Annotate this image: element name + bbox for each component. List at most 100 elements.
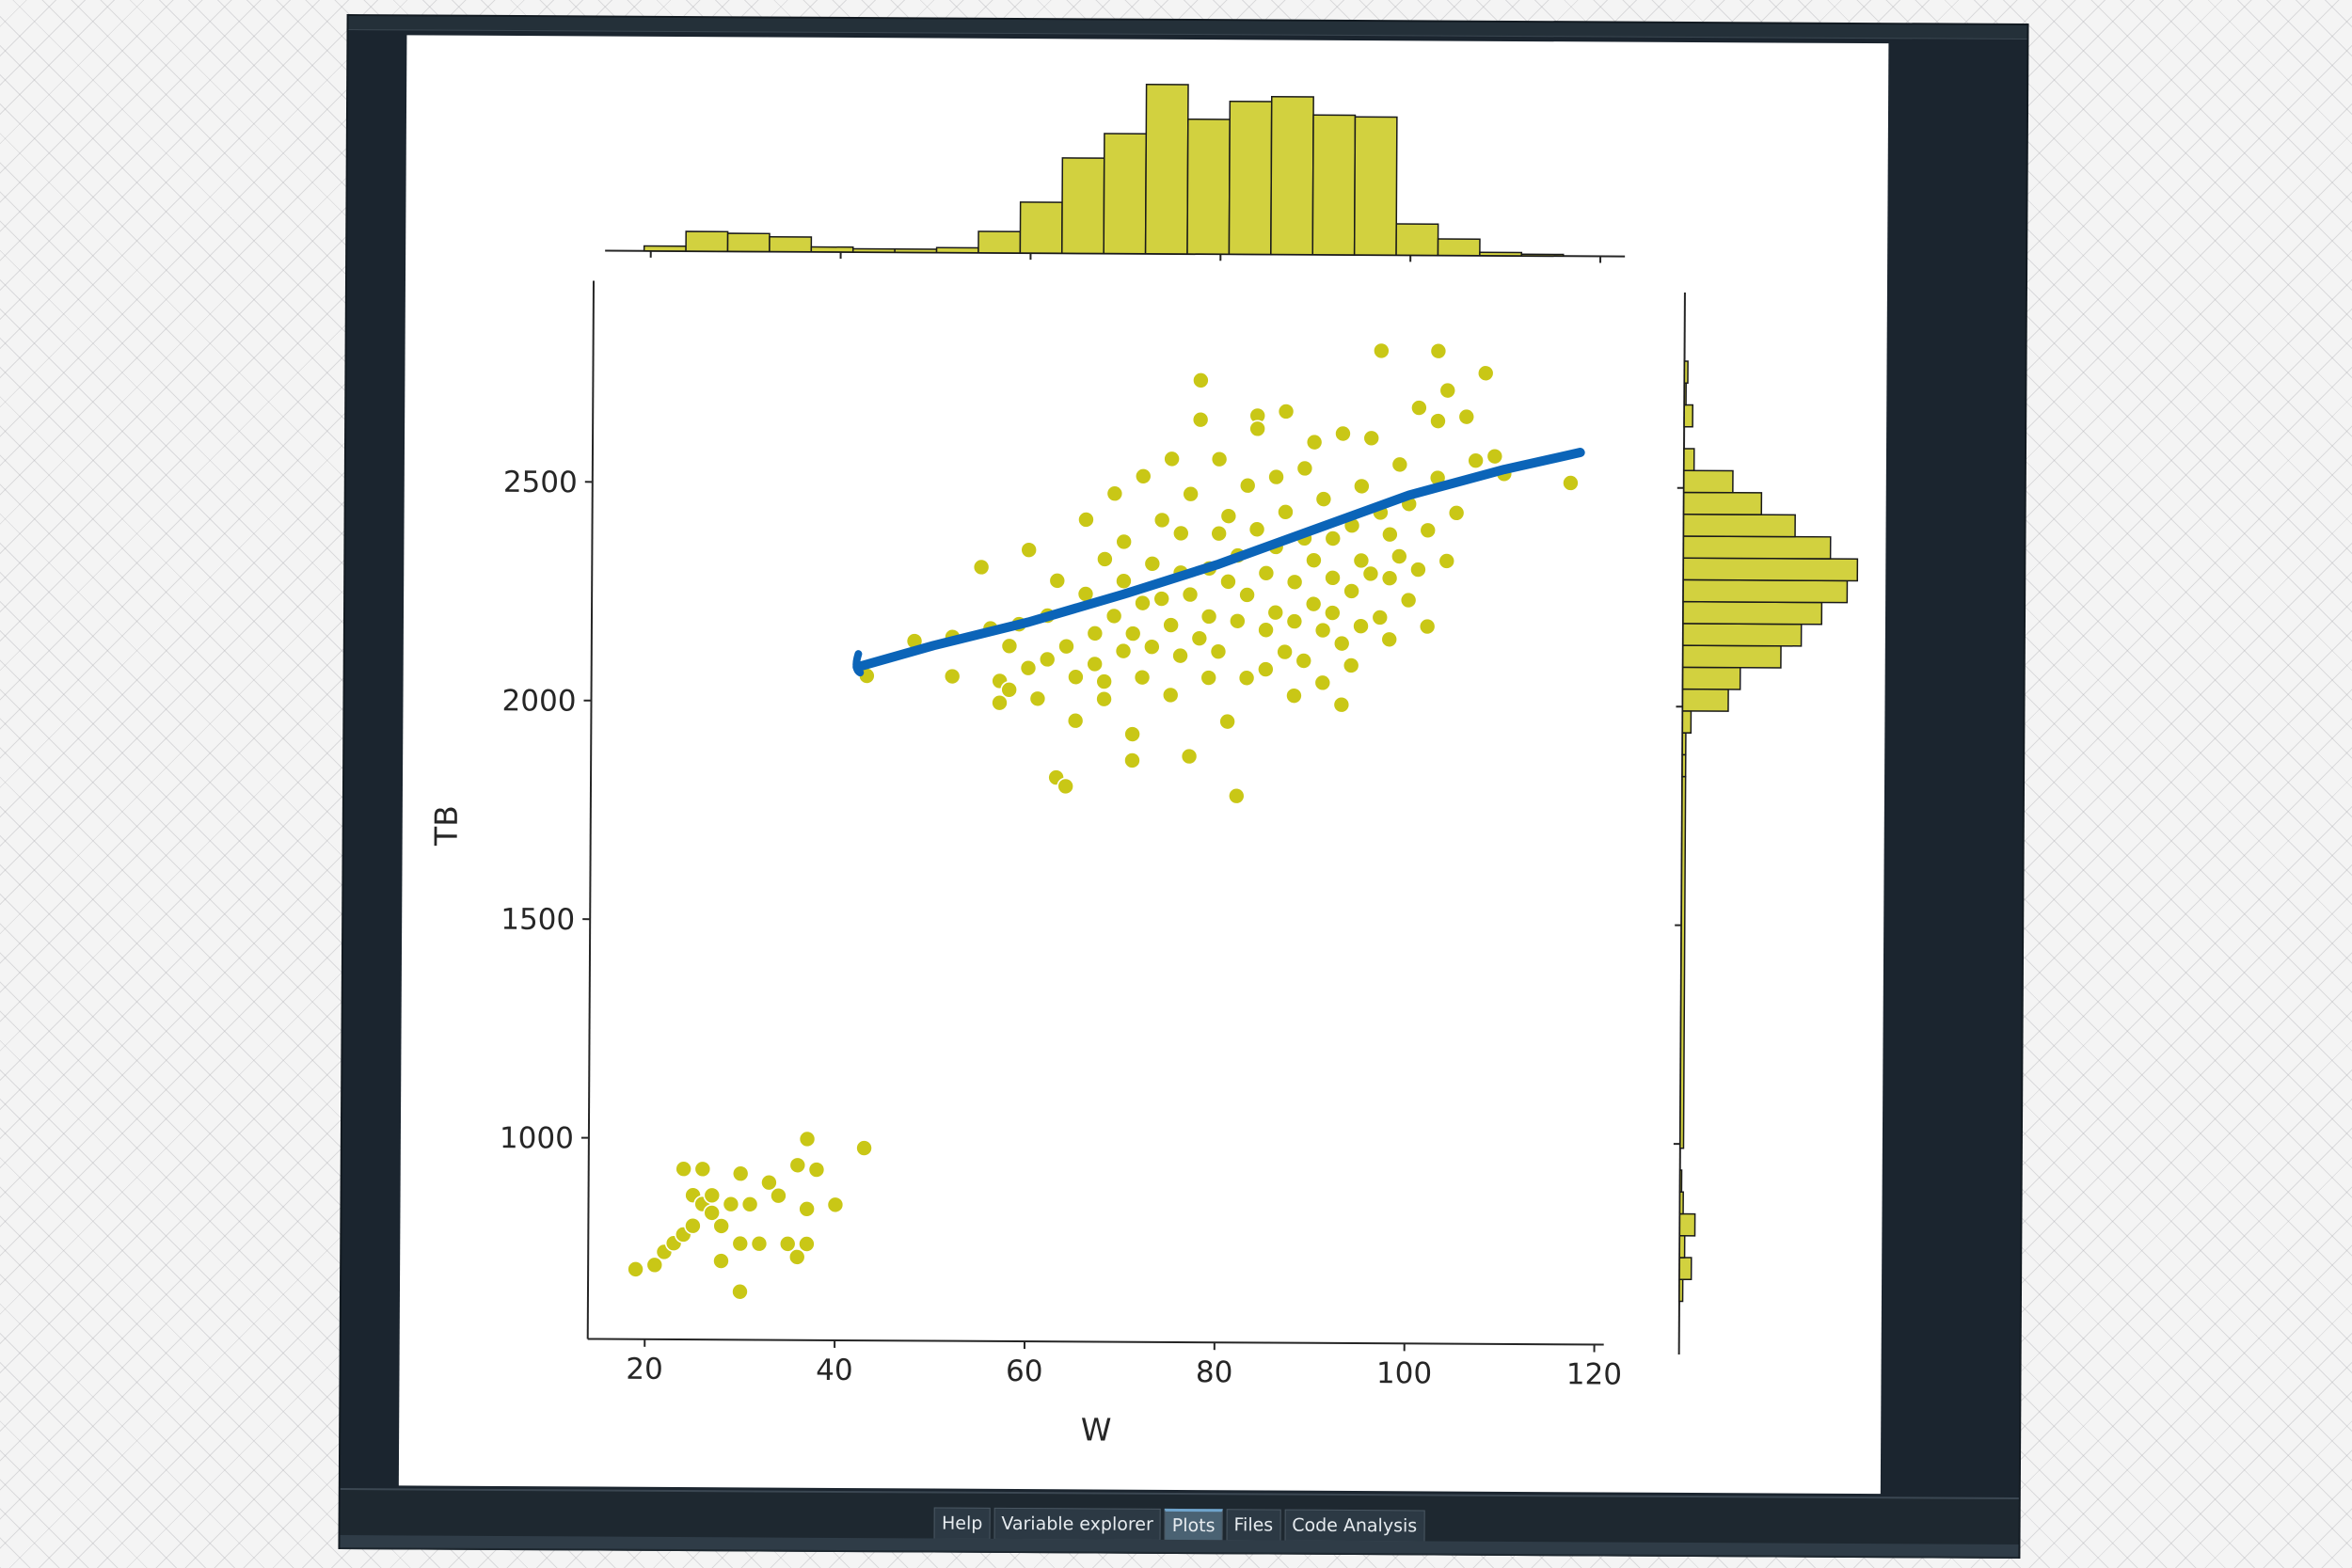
scatter-point [1295, 459, 1314, 478]
scatter-point [1332, 695, 1351, 714]
marginal-y-bar [1682, 600, 1823, 626]
scatter-point [798, 1130, 817, 1148]
scatter-point [731, 1164, 750, 1183]
scatter-point [1361, 564, 1380, 583]
scatter-point [693, 1160, 712, 1179]
scatter-point [826, 1196, 845, 1214]
scatter-point [1467, 451, 1485, 469]
scatter-point [1219, 573, 1237, 591]
scatter-point [1190, 629, 1209, 647]
scatter-point [1000, 637, 1019, 656]
marginal-x-bar [1520, 253, 1565, 258]
x-tick-label: 100 [1376, 1356, 1432, 1390]
scatter-point [1285, 612, 1304, 630]
scatter-point [760, 1173, 778, 1192]
marginal-y-bar [1682, 469, 1734, 494]
y-tick-label: 2000 [501, 684, 576, 718]
marginal-y-bar [1682, 535, 1832, 560]
plot-canvas: 20 40 60 80 100 120 1000 1500 2000 2500 W TB [398, 35, 1889, 1495]
scatter-point [1210, 450, 1229, 468]
scatter-point [645, 1256, 664, 1275]
marginal-y-bar [1678, 1212, 1696, 1237]
scatter-point [1257, 621, 1275, 640]
scatter-point [1096, 550, 1114, 568]
scatter-point [1457, 407, 1476, 426]
scatter-point [1429, 341, 1448, 360]
tab-help[interactable]: Help [933, 1507, 991, 1540]
x-tick-label: 120 [1566, 1357, 1622, 1391]
scatter-point [1057, 777, 1074, 796]
x-tick-label: 80 [1196, 1355, 1233, 1389]
scatter-point [1438, 381, 1457, 400]
scatter-point [1313, 621, 1332, 640]
scatter-point [731, 1282, 749, 1301]
y-tick-label: 2500 [503, 466, 578, 499]
marginal-y-bar [1681, 753, 1687, 778]
annotation-trend-line [852, 448, 1585, 673]
tab-files[interactable]: Files [1226, 1509, 1281, 1542]
tab-variable-explorer[interactable]: Variable explorer [993, 1507, 1161, 1541]
scatter-point [1123, 725, 1141, 743]
marginal-y-bar [1681, 688, 1729, 712]
marginal-x-bar [1270, 95, 1314, 256]
main-axes: 20 40 60 80 100 120 1000 1500 2000 2500 [500, 280, 1622, 1392]
scatter-point [1171, 646, 1189, 665]
scatter-point [712, 1217, 730, 1235]
scatter-point [1191, 410, 1210, 429]
marginal-y-bar [1682, 623, 1803, 647]
scatter-point [855, 1139, 873, 1157]
scatter-point [740, 1196, 759, 1213]
tab-plots[interactable]: Plots [1164, 1508, 1223, 1542]
scatter-point [1371, 609, 1390, 626]
y-axis-spine [586, 280, 595, 1339]
marginal-histogram-y [1673, 292, 1859, 1354]
scatter-point [1266, 603, 1285, 622]
scatter-point [1086, 625, 1104, 642]
scatter-point [1324, 569, 1342, 587]
scatter-point [627, 1260, 644, 1278]
scatter-point [1152, 590, 1171, 608]
marginal-y-bar [1682, 491, 1763, 515]
scatter-point [1115, 532, 1133, 551]
scatter-point [1134, 594, 1152, 612]
scatter-point [1332, 634, 1351, 653]
scatter-point [1066, 711, 1085, 730]
marginal-histogram-x [605, 84, 1626, 263]
scatter-point [1476, 364, 1495, 383]
scatter-point [1362, 429, 1381, 448]
scatter-point [778, 1235, 797, 1253]
scatter-point [770, 1186, 787, 1205]
scatter-point [1277, 503, 1295, 521]
ide-plots-pane: 20 40 60 80 100 120 1000 1500 2000 2500 W TB Help… [340, 16, 2027, 1559]
marginal-x-bar [1228, 100, 1273, 256]
tab-code-analysis[interactable]: Code Analysis [1284, 1509, 1425, 1543]
scatter-point [1086, 655, 1104, 673]
scatter-point [1218, 712, 1236, 731]
marginal-x-bar [685, 230, 729, 253]
scatter-point [1313, 673, 1332, 692]
marginal-x-bar [1019, 201, 1063, 255]
scatter-point [1020, 541, 1039, 559]
scatter-point [1380, 630, 1399, 649]
marginal-x-bar [1186, 118, 1231, 256]
scatter-point [1200, 608, 1218, 626]
scatter-point [1352, 551, 1371, 570]
marginal-y-bar [1678, 1169, 1683, 1194]
scatter-point [1399, 591, 1418, 610]
marginal-y-bar [1683, 360, 1689, 385]
scatter-point [1429, 412, 1447, 430]
scatter-point [1277, 403, 1295, 420]
scatter-point [1238, 476, 1257, 495]
marginal-x-bar [1353, 116, 1398, 257]
scatter-point [1077, 511, 1095, 529]
y-tick-label: 1000 [500, 1121, 574, 1155]
marginal-y-bar [1681, 732, 1687, 756]
marginal-y-bar [1683, 404, 1694, 428]
marginal-x-bar [977, 230, 1022, 254]
marginal-y-bar [1682, 513, 1796, 538]
x-tick-label: 20 [626, 1353, 663, 1386]
scatter-point [1209, 642, 1228, 661]
scatter-point [1314, 490, 1333, 508]
scatter-point [1373, 341, 1391, 360]
marginal-y-bar [1678, 1278, 1684, 1303]
